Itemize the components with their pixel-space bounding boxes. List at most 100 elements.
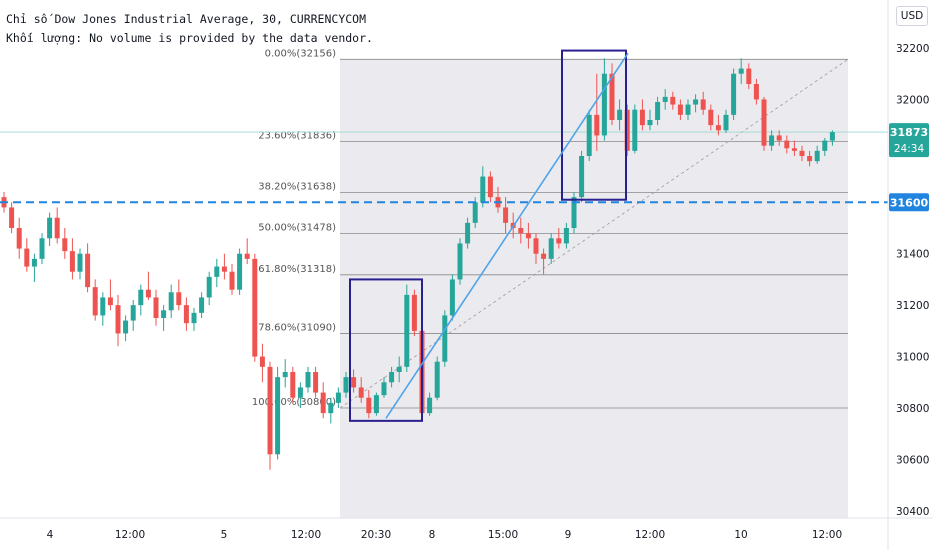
- volume-note: Khối lượng: No volume is provided by the…: [6, 31, 373, 45]
- fib-level-label: 50.00%(31478): [258, 223, 336, 234]
- candle-body: [807, 156, 813, 162]
- candle-body: [214, 266, 220, 277]
- fib-level-label: 61.80%(31318): [258, 264, 336, 275]
- candle-body: [700, 99, 706, 110]
- fib-level-label: 23.60%(31836): [258, 131, 336, 142]
- currency-button[interactable]: USD: [896, 6, 928, 26]
- candle-body: [244, 253, 250, 259]
- fib-level-label: 38.20%(31638): [258, 182, 336, 193]
- candle-body: [123, 320, 129, 334]
- candle-body: [784, 140, 790, 149]
- last-price-badge: [889, 123, 929, 158]
- candle-body: [617, 109, 623, 120]
- candle-body: [389, 372, 395, 383]
- candle-body: [267, 366, 273, 455]
- candle-body: [753, 84, 759, 100]
- price-tick-label: 32000: [896, 94, 929, 106]
- candle-body: [381, 382, 387, 396]
- candle-body: [396, 366, 402, 372]
- candle-body: [335, 392, 341, 403]
- candle-body: [487, 176, 493, 198]
- rectangle-drawing: [561, 49, 627, 201]
- candle-body: [449, 279, 455, 316]
- trend-line: [385, 52, 629, 419]
- fib-level-label: 0.00%(32156): [265, 48, 336, 59]
- time-tick-label: 12:00: [812, 529, 842, 541]
- candle-body: [434, 361, 440, 398]
- candle-body: [472, 202, 478, 223]
- candle-body: [366, 397, 372, 414]
- candle-body: [9, 207, 15, 228]
- candle-body: [548, 238, 554, 259]
- candle-body: [252, 258, 258, 357]
- candle-body: [685, 104, 691, 115]
- candle-body: [221, 266, 227, 272]
- candle-body: [130, 305, 136, 321]
- candle-body: [465, 222, 471, 244]
- fib-background: [340, 59, 848, 519]
- time-tick-label: 20:30: [361, 529, 391, 541]
- candle-body: [533, 238, 539, 254]
- candle-body: [259, 356, 265, 367]
- time-tick-label: 8: [429, 529, 436, 541]
- last-price-label: 31873: [890, 126, 928, 139]
- candle-body: [541, 253, 547, 259]
- candle-body: [715, 125, 721, 131]
- candle-body: [24, 248, 30, 267]
- candle-body: [791, 148, 797, 151]
- candle-body: [609, 73, 615, 120]
- candle-body: [69, 251, 75, 272]
- price-tick-label: 30600: [896, 454, 929, 466]
- candle-body: [100, 297, 106, 316]
- candle-body: [297, 387, 303, 398]
- candle-body: [670, 96, 676, 105]
- candle-body: [229, 271, 235, 290]
- price-tick-label: 31400: [896, 249, 929, 261]
- candle-body: [313, 372, 319, 393]
- candle-body: [237, 253, 243, 290]
- level-price-label: 31600: [890, 196, 929, 209]
- candle-body: [457, 243, 463, 280]
- candle-body: [39, 238, 45, 259]
- candle-body: [632, 109, 638, 151]
- candle-body: [183, 305, 189, 324]
- candle-body: [206, 276, 212, 298]
- candle-body: [601, 73, 607, 136]
- time-tick-label: 12:00: [291, 529, 321, 541]
- candle-body: [199, 297, 205, 313]
- candle-body: [305, 372, 311, 388]
- time-tick-label: 4: [47, 529, 54, 541]
- candle-body: [738, 68, 744, 74]
- candle-body: [77, 253, 83, 272]
- price-tick-label: 31200: [896, 300, 929, 312]
- candle-body: [822, 140, 828, 151]
- candle-body: [161, 310, 167, 318]
- candle-body: [62, 238, 68, 252]
- candle-body: [563, 228, 569, 244]
- time-tick-label: 12:00: [635, 529, 665, 541]
- candle-body: [776, 135, 782, 141]
- fib-diagonal: [339, 58, 849, 409]
- time-tick-label: 12:00: [115, 529, 145, 541]
- candle-body: [442, 315, 448, 362]
- candle-body: [655, 102, 661, 120]
- candle-body: [556, 238, 562, 244]
- candle-body: [427, 397, 433, 414]
- candle-body: [624, 109, 630, 151]
- candle-body: [191, 312, 197, 324]
- candle-body: [639, 109, 645, 126]
- candle-body: [92, 287, 98, 316]
- candle-body: [31, 258, 37, 267]
- candle-body: [138, 289, 144, 306]
- time-tick-label: 15:00: [488, 529, 518, 541]
- candle-body: [351, 377, 357, 388]
- candle-body: [708, 109, 714, 126]
- candle-body: [176, 292, 182, 306]
- candle-body: [571, 197, 577, 228]
- time-tick-label: 10: [734, 529, 747, 541]
- candle-body: [586, 114, 592, 156]
- candle-body: [373, 395, 379, 414]
- price-tick-label: 31000: [896, 352, 929, 364]
- time-tick-label: 9: [565, 529, 572, 541]
